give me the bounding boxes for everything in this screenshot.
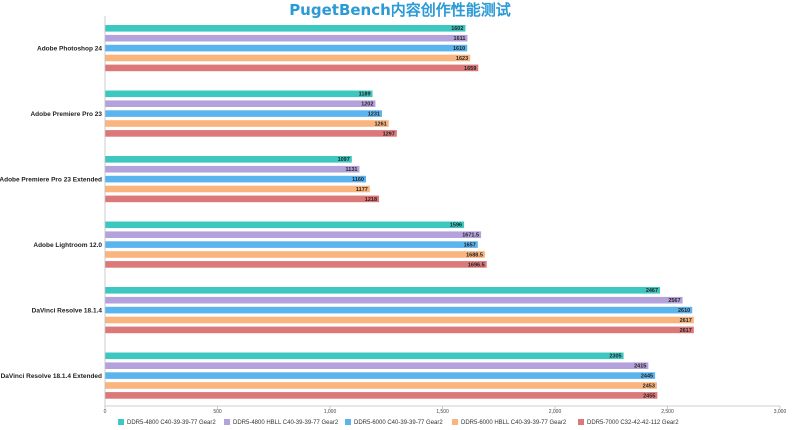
category-label: Adobe Premiere Pro 23 Extended [0,176,102,183]
legend-swatch [452,419,458,425]
data-label: 1623 [456,56,468,62]
bar [105,54,471,62]
data-label: 2617 [680,318,692,324]
legend-label: DDR5-6000 HBLL C40-39-39-77 Gear2 [461,420,567,426]
bars [105,25,694,399]
legend-label: DDR5-4800 C40-39-39-77 Gear2 [127,420,216,426]
legend-swatch [345,419,351,425]
data-label: 2453 [643,383,655,389]
legend: DDR5-4800 C40-39-39-77 Gear2 DDR5-4800 HB… [118,419,679,426]
bar [105,251,485,258]
bar [105,352,624,360]
bar [105,156,352,163]
data-label: 1671.5 [462,233,479,239]
data-label: 1160 [352,177,364,183]
bar [105,392,658,399]
data-labels: 1602 1611 1610 1623 1659 1189 1202 1231 1261 1297… [338,26,692,399]
x-axis: 0 500 1,000 1,500 2,000 2,500 3,000 [104,16,787,415]
bar [105,261,487,268]
data-label: 1611 [454,36,466,42]
legend-item: DDR5-4800 C40-39-39-77 Gear2 [118,419,216,426]
data-label: 1231 [368,112,380,118]
data-label: 1202 [361,102,373,108]
bar [105,195,380,203]
bar [105,100,376,107]
bar [105,175,366,183]
legend-swatch [224,419,230,425]
x-tick-label: 1,000 [324,409,337,415]
bar [105,130,397,137]
chart-title: PugetBench内容创作性能测试 [289,1,511,19]
bar [105,110,382,117]
data-label: 1177 [356,187,368,193]
bar [105,296,683,304]
bar [105,241,478,248]
bar [105,287,661,294]
legend-item: DDR5-7000 C32-42-42-112 Gear2 [578,419,679,426]
data-label: 1189 [359,92,371,98]
bar [105,34,468,42]
legend-item: DDR5-6000 HBLL C40-39-39-77 Gear2 [452,419,567,426]
data-label: 1602 [451,26,463,32]
data-label: 2617 [680,328,692,334]
bar [105,25,466,32]
bar [105,231,482,238]
bar [105,165,360,173]
data-label: 2445 [641,374,653,380]
category-label: Adobe Photoshop 24 [37,45,102,52]
data-label: 2415 [634,364,646,370]
legend-swatch [118,419,124,425]
x-tick-label: 1,500 [436,409,449,415]
x-tick-label: 2,500 [661,409,674,415]
bar [105,120,389,127]
bar [105,382,657,389]
x-tick-label: 0 [104,409,107,415]
bar [105,221,465,229]
bar [105,372,656,379]
category-labels: Adobe Photoshop 24 Adobe Premiere Pro 23 A… [0,45,103,380]
data-label: 1696.5 [468,262,485,268]
data-label: 1657 [464,243,476,249]
bar [105,306,693,314]
legend-label: DDR5-7000 C32-42-42-112 Gear2 [587,420,679,426]
data-label: 2567 [668,298,680,304]
data-label: 1596 [450,223,462,229]
legend-swatch [578,419,584,425]
data-label: 2610 [678,308,690,314]
data-label: 2455 [643,393,655,399]
bar [105,185,370,193]
category-label: Adobe Lightroom 12.0 [33,242,102,249]
data-label: 2467 [646,288,658,294]
data-label: 1659 [464,66,476,72]
data-label: 1131 [346,167,358,173]
data-label: 1297 [383,131,395,137]
bar [105,326,694,334]
data-label: 1097 [338,157,350,163]
legend-item: DDR5-6000 C40-39-39-77 Gear2 [345,419,443,426]
legend-label: DDR5-4800 HBLL C40-39-39-77 Gear2 [233,420,339,426]
data-label: 1610 [453,46,465,52]
data-label: 2305 [609,354,621,360]
x-tick-label: 2,000 [549,409,562,415]
data-label: 1261 [374,121,386,127]
bar [105,90,373,98]
category-label: Adobe Premiere Pro 23 [30,111,102,118]
data-label: 1218 [365,197,377,203]
category-label: DaVinci Resolve 18.1.4 Extended [1,373,102,380]
bar [105,362,649,369]
bar [105,64,479,72]
legend-label: DDR5-6000 C40-39-39-77 Gear2 [354,420,443,426]
bar [105,44,468,52]
legend-item: DDR5-4800 HBLL C40-39-39-77 Gear2 [224,419,339,426]
data-label: 1688.5 [466,252,483,258]
bar [105,316,694,324]
x-tick-label: 500 [213,409,222,415]
x-tick-label: 3,000 [774,409,787,415]
category-label: DaVinci Resolve 18.1.4 [32,307,103,314]
